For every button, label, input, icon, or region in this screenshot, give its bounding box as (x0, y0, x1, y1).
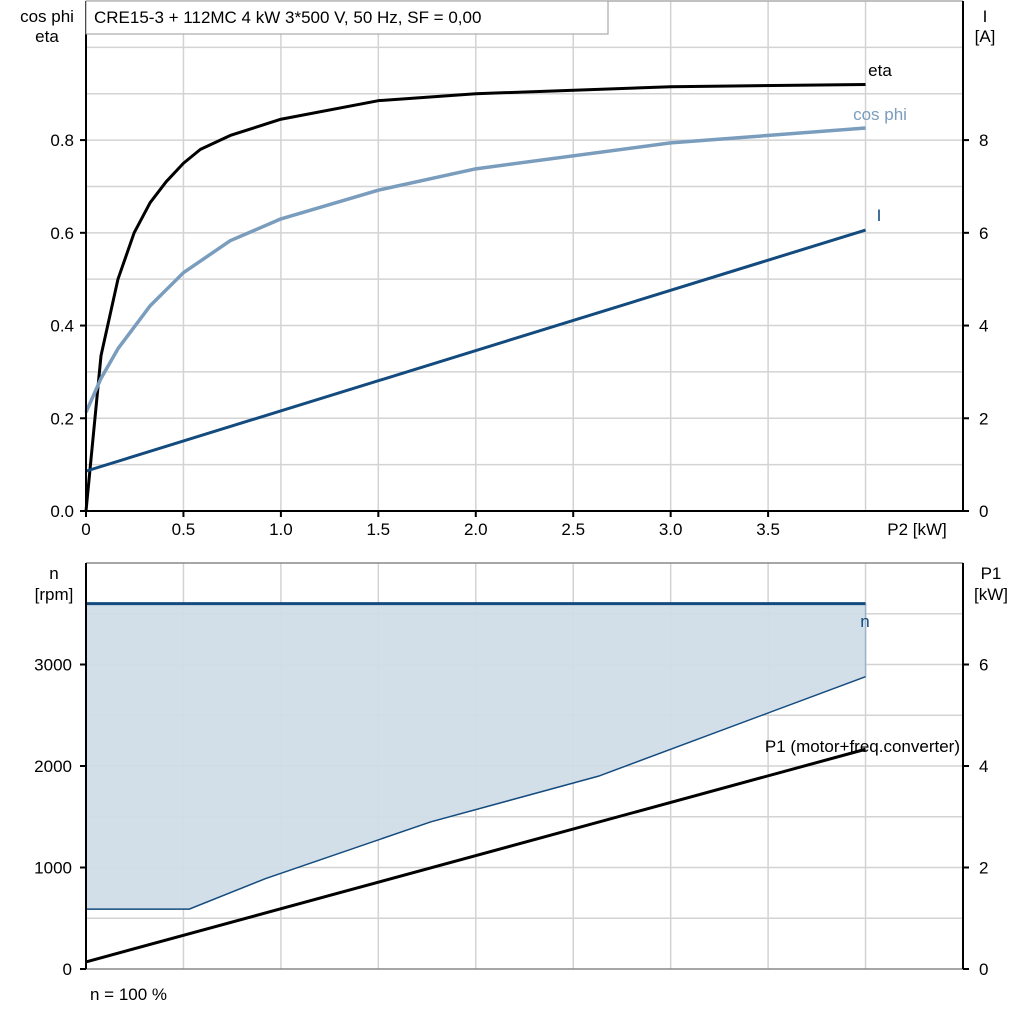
p1-series-label: P1 (motor+freq.converter) (765, 737, 960, 756)
x-tick-label: 2.5 (561, 520, 585, 539)
y-tick-label-right: 0 (979, 960, 988, 979)
y-tick-label-left: 0.0 (50, 502, 74, 521)
x-tick-label: 3.5 (756, 520, 780, 539)
cos-phi-curve (84, 126, 866, 413)
bottom-right-axis-label-2: [kW] (974, 585, 1008, 604)
y-tick-label-left: 0.2 (50, 409, 74, 428)
y-tick-label-left: 2000 (34, 757, 72, 776)
current-series-label: I (877, 206, 882, 225)
y-tick-label-right: 2 (979, 859, 988, 878)
bottom-left-axis-label-2: [rpm] (35, 585, 74, 604)
y-tick-label-right: 0 (979, 502, 988, 521)
y-tick-label-left: 0.6 (50, 224, 74, 243)
title-box (85, 0, 609, 35)
top-left-axis-label-1: cos phi (20, 7, 74, 26)
x-tick-label: 0 (81, 520, 90, 539)
x-tick-label: 3.0 (659, 520, 683, 539)
y-tick-label-right: 8 (979, 131, 988, 150)
x-tick-label: 1.0 (269, 520, 293, 539)
eta-series-label: eta (868, 61, 892, 80)
top-right-axis-label-2: [A] (975, 27, 996, 46)
y-tick-label-left: 0.8 (50, 131, 74, 150)
x-tick-label: 1.5 (367, 520, 391, 539)
y-tick-label-right: 4 (979, 757, 988, 776)
y-tick-label-left: 0.4 (50, 317, 74, 336)
bottom-right-axis-label-1: P1 (981, 564, 1002, 583)
cos-phi-series-label: cos phi (853, 105, 907, 124)
y-tick-label-right: 6 (979, 224, 988, 243)
i-curve (85, 228, 866, 473)
top-left-axis-label-2: eta (35, 27, 59, 46)
bottom-left-axis-label-1: n (49, 564, 58, 583)
y-tick-label-right: 4 (979, 317, 988, 336)
p1-curve (85, 747, 866, 964)
y-tick-label-right: 2 (979, 409, 988, 428)
chart-marks (84, 82, 867, 964)
y-tick-label-left: 0 (63, 960, 72, 979)
top-right-axis-label-1: I (983, 7, 988, 26)
y-tick-label-right: 6 (979, 656, 988, 675)
speed-range-area (86, 603, 866, 910)
chart-title: CRE15-3 + 112MC 4 kW 3*500 V, 50 Hz, SF … (94, 8, 481, 27)
speed-footer: n = 100 % (90, 985, 167, 1004)
eta-curve (84, 82, 866, 512)
y-tick-label-left: 3000 (34, 656, 72, 675)
top-plot-grid (85, 0, 964, 511)
top-x-axis-label: P2 [kW] (887, 520, 947, 539)
y-tick-label-left: 1000 (34, 859, 72, 878)
min-speed-curve (86, 675, 866, 910)
x-tick-label: 0.5 (172, 520, 196, 539)
n-series-label: n (860, 612, 869, 631)
x-tick-label: 2.0 (464, 520, 488, 539)
